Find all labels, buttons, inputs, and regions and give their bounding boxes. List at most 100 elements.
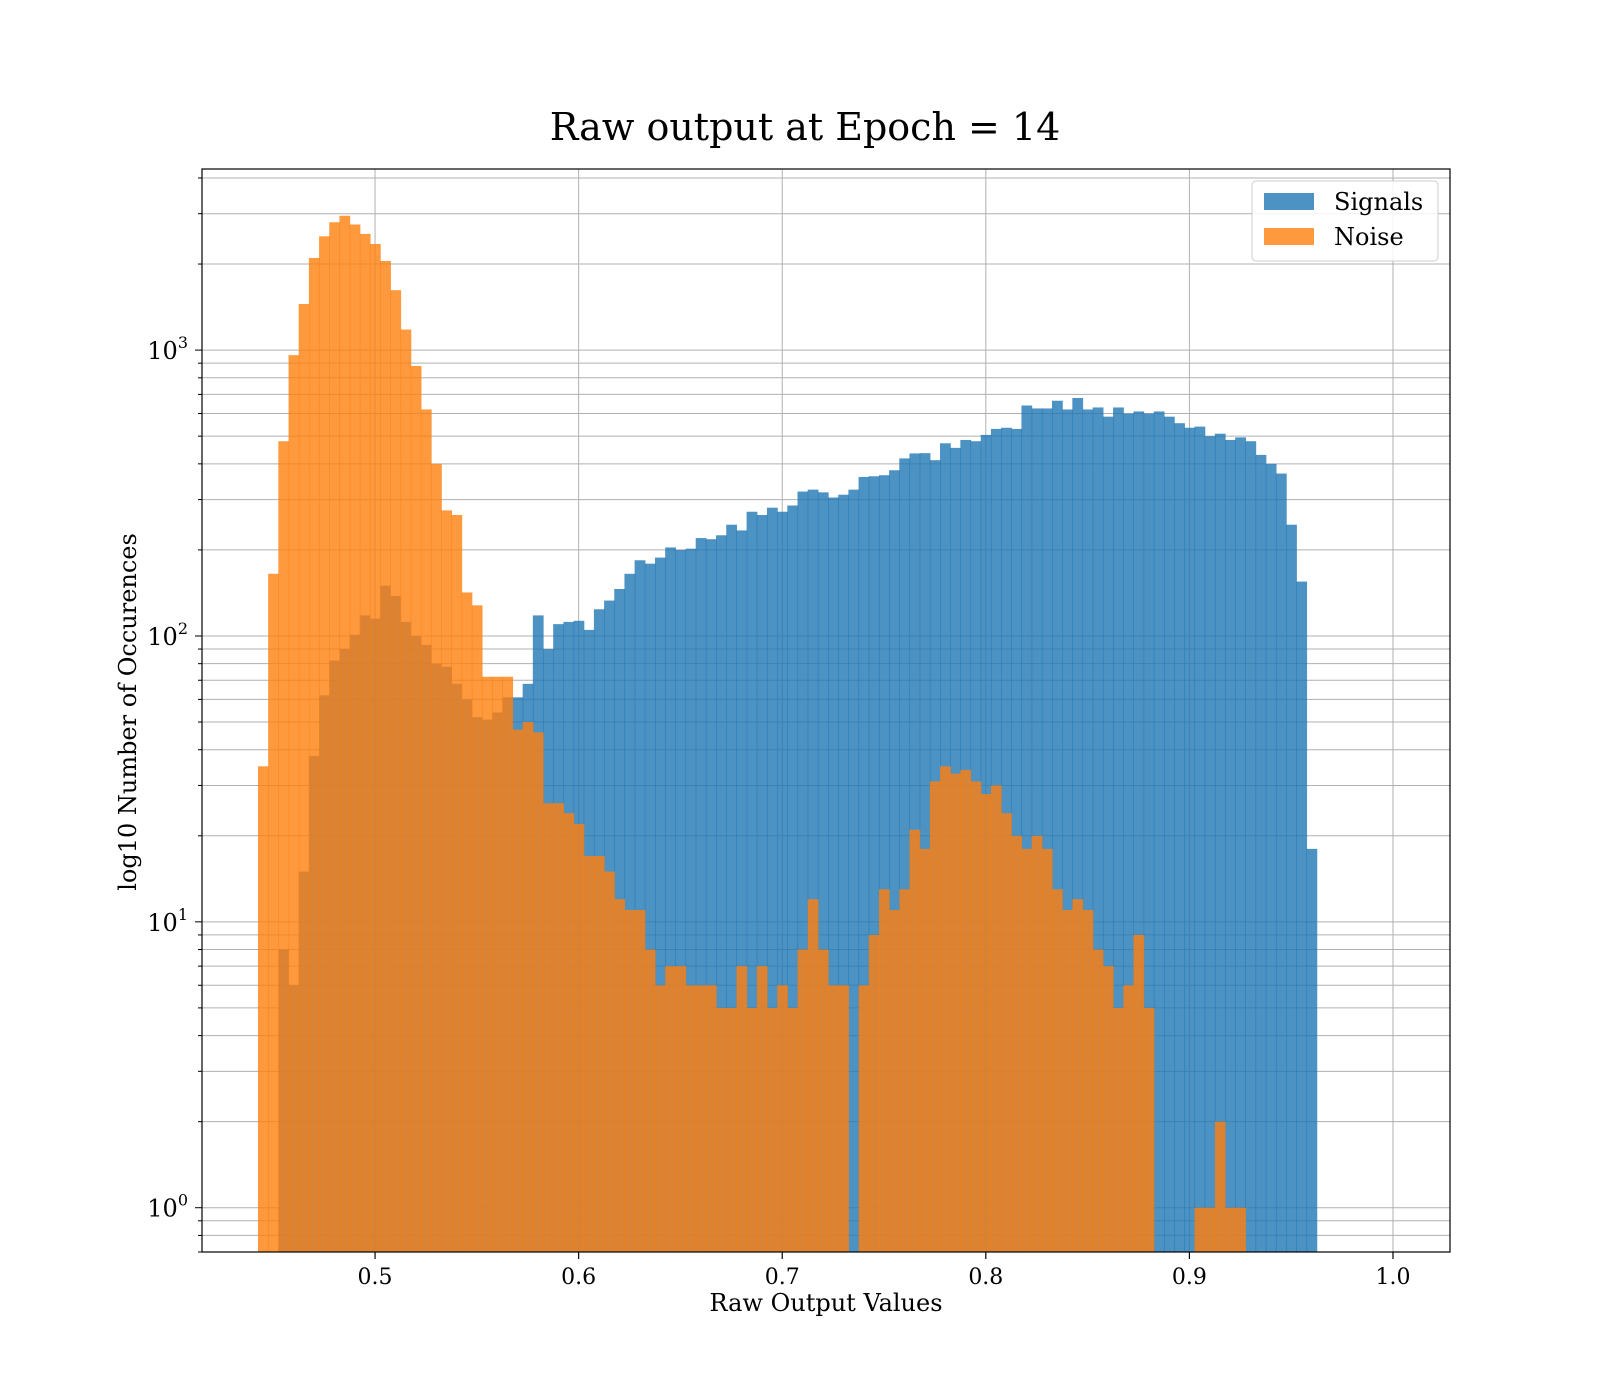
histogram-bar-signals <box>1235 437 1246 1252</box>
histogram-bar-signals <box>1184 427 1196 1252</box>
histogram-bar-noise <box>278 441 290 1252</box>
histogram-bar-noise <box>329 222 341 1252</box>
histogram-bar-noise <box>583 855 595 1252</box>
histogram-bar-noise <box>319 236 330 1252</box>
histogram-bar-signals <box>878 475 890 1253</box>
histogram-bar-noise <box>1051 889 1063 1252</box>
x-tick-label: 0.9 <box>1172 1265 1207 1290</box>
histogram-bar-noise <box>726 1007 738 1252</box>
y-axis-ticks: 100 101 102 103 <box>147 177 202 1253</box>
histogram-bar-signals <box>705 539 717 1252</box>
histogram-bar-signals <box>1163 416 1175 1253</box>
histogram-bar-signals <box>736 530 748 1252</box>
histogram-bar-signals <box>685 548 697 1252</box>
histogram-bar-noise <box>543 803 554 1252</box>
histogram-bar-noise <box>1031 835 1043 1252</box>
histogram-bar-noise <box>777 985 788 1252</box>
histogram-bar-noise <box>654 985 666 1252</box>
x-tick-label: 0.7 <box>765 1265 800 1290</box>
x-axis-label: Raw Output Values <box>709 1289 942 1317</box>
legend: Signals Noise <box>1251 180 1439 262</box>
histogram-bar-signals <box>634 560 646 1252</box>
histogram-bar-signals <box>1041 408 1053 1252</box>
histogram-bar-signals <box>848 489 860 1252</box>
histogram-bar-noise <box>400 329 412 1252</box>
histogram-bar-signals <box>766 507 778 1253</box>
histogram-bar-noise <box>604 871 615 1252</box>
histogram-bar-signals <box>1255 454 1267 1253</box>
histogram-bar-signals <box>654 557 666 1252</box>
histogram-bar-noise <box>1021 848 1033 1252</box>
histogram-bar-noise <box>868 934 880 1252</box>
histogram-bar-noise <box>431 463 442 1253</box>
histogram-bar-noise <box>257 766 269 1252</box>
histogram-bar-noise <box>553 803 564 1252</box>
histogram-bar-signals <box>868 476 880 1253</box>
histogram-bar-signals <box>1062 409 1073 1252</box>
histogram-bar-signals <box>828 497 839 1253</box>
x-tick-label: 1.0 <box>1375 1265 1410 1290</box>
histogram-bar-noise <box>369 244 381 1253</box>
histogram-bar-noise <box>624 910 636 1252</box>
histogram-bar-noise <box>1143 1007 1155 1252</box>
x-tick-label: 0.5 <box>358 1265 393 1290</box>
histogram-bar-noise <box>828 985 839 1252</box>
histogram-bar-signals <box>1102 416 1114 1253</box>
histogram-bar-signals <box>665 547 676 1252</box>
histogram-bar-noise <box>1204 1207 1216 1252</box>
histogram-bar-noise <box>705 985 717 1252</box>
histogram-bar-noise <box>990 785 1002 1252</box>
histogram-bar-noise <box>634 910 646 1252</box>
histogram-bar-noise <box>817 949 829 1252</box>
histogram-bar-noise <box>919 848 931 1252</box>
y-tick-label: 100 <box>147 1191 188 1223</box>
x-axis-ticks: 0.5 0.6 0.7 0.8 0.9 1.0 <box>358 1252 1410 1290</box>
histogram-bar-signals <box>1265 463 1277 1253</box>
histogram-bar-signals <box>695 538 707 1252</box>
histogram-bar-noise <box>532 732 544 1252</box>
histogram-bar-noise <box>451 514 463 1252</box>
histogram-bar-signals <box>1031 408 1043 1252</box>
histogram-bar-noise <box>1133 934 1145 1252</box>
histogram-bar-noise <box>970 781 982 1252</box>
histogram-bar-signals <box>797 491 809 1252</box>
histogram-bar-noise <box>573 823 585 1252</box>
histogram-bar-noise <box>1092 949 1104 1252</box>
histogram-bar-noise <box>1123 985 1135 1252</box>
histogram-bar-noise <box>359 233 371 1252</box>
plot-area-frame <box>201 168 1451 1253</box>
histogram-bar-signals <box>1214 433 1226 1253</box>
histogram-bar-noise <box>1225 1207 1236 1252</box>
histogram-bar-noise <box>390 290 402 1252</box>
histogram-bar-signals <box>756 514 768 1252</box>
x-tick-label: 0.6 <box>561 1265 596 1290</box>
histogram-bar-noise <box>1062 910 1073 1252</box>
histogram-bar-noise <box>1041 848 1053 1252</box>
histogram-bar-noise <box>909 829 921 1252</box>
histogram-bar-noise <box>1001 813 1012 1252</box>
histogram-bar-noise <box>288 355 300 1252</box>
histogram-bar-signals <box>716 535 727 1252</box>
histogram-bar-signals <box>1275 473 1287 1252</box>
histogram-bar-signals <box>1133 411 1145 1252</box>
histogram-bar-noise <box>858 985 870 1252</box>
histogram-bar-signals <box>1194 426 1206 1253</box>
histogram-bar-signals <box>1051 400 1063 1253</box>
histogram-bar-noise <box>512 729 524 1252</box>
histogram-bar-signals <box>1072 397 1084 1252</box>
chart-title: Raw output at Epoch = 14 <box>550 105 1061 149</box>
histogram-bar-signals <box>1306 848 1318 1252</box>
histogram-bar-noise <box>593 855 605 1252</box>
histogram-bar-noise <box>787 1007 799 1252</box>
histogram-bar-noise <box>950 773 961 1252</box>
histogram-bar-noise <box>441 510 452 1253</box>
histogram-bar-noise <box>339 215 351 1252</box>
histogram-bar-signals <box>817 492 829 1253</box>
histogram-bar-noise <box>380 260 391 1253</box>
histogram-bar-signals <box>1204 436 1216 1252</box>
histogram-bar-noise <box>1072 899 1084 1252</box>
histogram-bar-signals <box>889 470 900 1252</box>
histogram-bar-noise <box>695 985 707 1252</box>
histogram-bar-signals <box>675 549 687 1252</box>
